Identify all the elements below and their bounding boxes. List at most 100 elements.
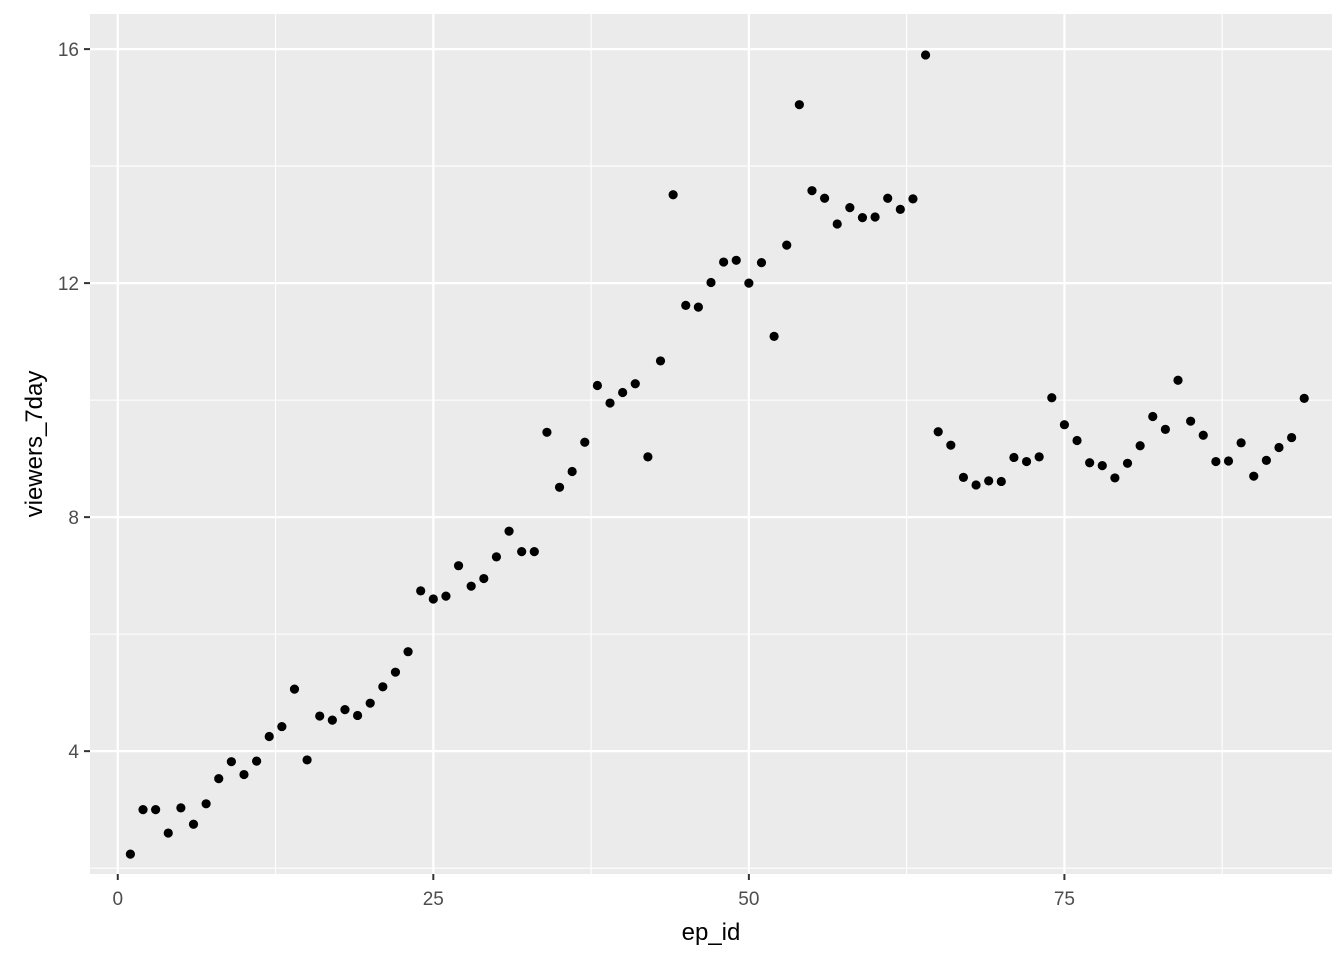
data-point bbox=[1059, 420, 1070, 430]
data-point bbox=[1097, 461, 1107, 471]
data-point bbox=[1211, 456, 1221, 467]
y-tick-label: 12 bbox=[58, 274, 79, 295]
data-points bbox=[125, 50, 1309, 859]
x-axis: 0 25 50 75 bbox=[112, 874, 1075, 910]
data-point bbox=[1021, 456, 1032, 467]
data-point bbox=[138, 805, 148, 815]
plot-panel bbox=[90, 14, 1332, 874]
data-point bbox=[264, 731, 274, 742]
data-point bbox=[1261, 455, 1271, 465]
data-point bbox=[554, 482, 565, 492]
data-point bbox=[920, 50, 931, 60]
data-point bbox=[1122, 458, 1133, 468]
y-tick-label: 8 bbox=[68, 508, 79, 529]
data-point bbox=[517, 547, 527, 557]
data-point bbox=[1072, 435, 1082, 446]
y-tick-label: 4 bbox=[68, 742, 79, 763]
data-point bbox=[567, 466, 577, 477]
data-point bbox=[1110, 473, 1120, 483]
data-point bbox=[1009, 452, 1019, 463]
data-point bbox=[365, 698, 375, 708]
data-point bbox=[580, 437, 590, 447]
data-point bbox=[315, 711, 325, 721]
data-point bbox=[416, 586, 426, 596]
data-point bbox=[252, 756, 262, 766]
data-point bbox=[163, 828, 173, 838]
data-point bbox=[466, 581, 476, 591]
data-point bbox=[618, 387, 628, 398]
data-point bbox=[1186, 416, 1196, 426]
data-point bbox=[857, 212, 868, 223]
data-point bbox=[1047, 393, 1057, 403]
data-point bbox=[744, 278, 754, 288]
data-point bbox=[668, 190, 678, 200]
data-point bbox=[984, 476, 994, 486]
data-point bbox=[933, 427, 943, 437]
data-point bbox=[769, 331, 779, 341]
data-point bbox=[479, 573, 489, 584]
data-point bbox=[1287, 432, 1297, 443]
y-tick-label: 16 bbox=[58, 40, 79, 61]
y-axis: 4 8 12 16 bbox=[58, 40, 90, 763]
data-point bbox=[819, 193, 830, 203]
data-point bbox=[1085, 458, 1095, 468]
data-point bbox=[908, 194, 918, 204]
data-point bbox=[832, 219, 842, 229]
data-point bbox=[756, 258, 767, 268]
x-tick-label: 25 bbox=[423, 889, 444, 910]
data-point bbox=[958, 472, 969, 482]
data-point bbox=[719, 257, 729, 267]
data-point bbox=[1160, 424, 1170, 434]
data-point bbox=[996, 476, 1006, 487]
data-point bbox=[176, 803, 186, 813]
data-point bbox=[504, 526, 514, 536]
data-point bbox=[327, 715, 337, 725]
data-point bbox=[277, 721, 287, 732]
data-point bbox=[845, 203, 855, 213]
data-point bbox=[302, 755, 312, 765]
data-point bbox=[1249, 471, 1259, 481]
x-tick-label: 75 bbox=[1054, 889, 1075, 910]
y-axis-title: viewers_7day bbox=[21, 371, 48, 518]
data-point bbox=[807, 186, 817, 196]
data-point bbox=[895, 204, 905, 215]
data-point bbox=[782, 240, 792, 250]
data-point bbox=[125, 849, 135, 859]
x-tick-label: 50 bbox=[738, 889, 759, 910]
data-point bbox=[1198, 430, 1208, 440]
data-point bbox=[1135, 441, 1145, 451]
data-point bbox=[491, 552, 502, 562]
data-point bbox=[529, 547, 539, 557]
data-point bbox=[340, 705, 350, 715]
data-point bbox=[1299, 393, 1309, 403]
x-axis-title: ep_id bbox=[682, 919, 741, 946]
data-point bbox=[289, 684, 300, 694]
data-point bbox=[643, 452, 653, 462]
data-point bbox=[239, 769, 249, 780]
data-point bbox=[794, 100, 804, 110]
data-point bbox=[870, 212, 880, 222]
data-point bbox=[1223, 456, 1234, 466]
data-point bbox=[731, 255, 741, 265]
data-point bbox=[151, 805, 161, 815]
data-point bbox=[630, 379, 640, 389]
x-tick-label: 0 bbox=[112, 889, 123, 910]
data-point bbox=[188, 819, 199, 829]
data-point bbox=[1034, 452, 1044, 462]
data-point bbox=[201, 799, 211, 809]
minor-gridlines bbox=[90, 14, 1332, 874]
data-point bbox=[428, 594, 438, 604]
data-point bbox=[681, 300, 691, 310]
data-point bbox=[226, 757, 236, 767]
data-point bbox=[214, 774, 224, 784]
data-point bbox=[403, 647, 413, 657]
data-point bbox=[453, 561, 464, 571]
data-point bbox=[706, 277, 716, 288]
data-point bbox=[1173, 375, 1183, 385]
data-point bbox=[946, 440, 956, 450]
data-point bbox=[390, 667, 401, 677]
data-point bbox=[352, 710, 363, 721]
data-point bbox=[883, 193, 893, 203]
data-point bbox=[592, 380, 603, 391]
